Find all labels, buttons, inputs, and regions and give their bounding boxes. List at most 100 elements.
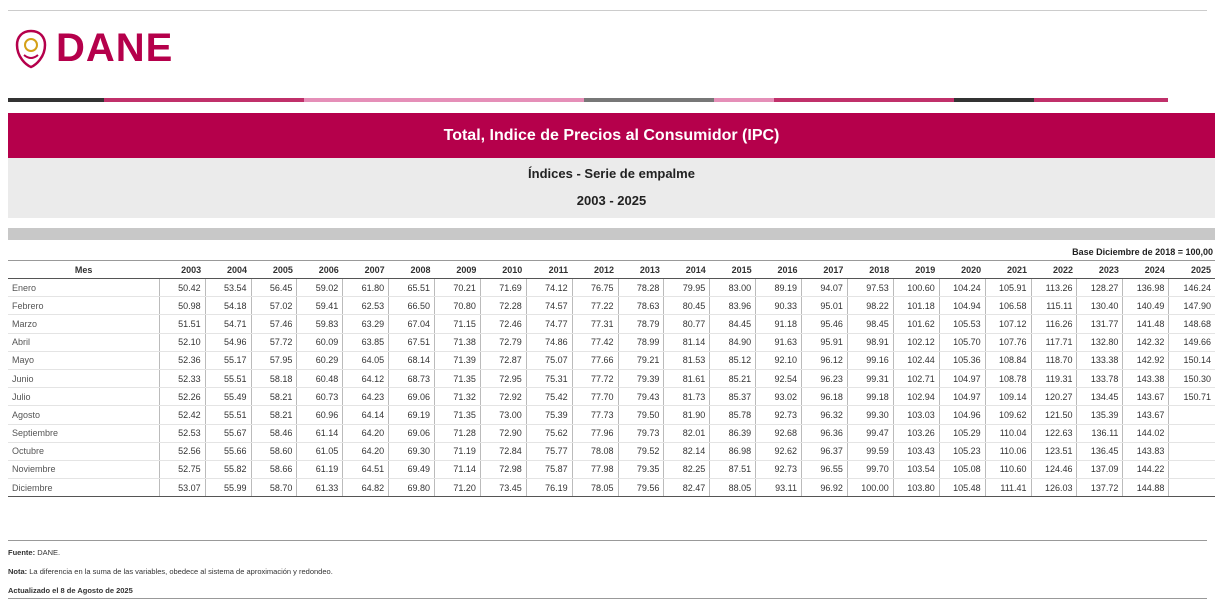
- value-cell: 118.70: [1030, 351, 1077, 370]
- value-cell: 134.45: [1076, 387, 1123, 407]
- value-cell: 59.83: [296, 314, 343, 334]
- value-cell: 70.21: [434, 278, 481, 298]
- value-cell: 72.98: [479, 460, 527, 480]
- column-header: 2011: [526, 260, 573, 279]
- value-cell: 72.84: [479, 442, 527, 461]
- value-cell: 52.33: [158, 369, 206, 389]
- value-cell: 62.53: [342, 296, 389, 316]
- value-cell: 72.92: [479, 387, 527, 407]
- value-cell: 53.54: [204, 278, 251, 298]
- value-cell: 149.66: [1168, 333, 1215, 352]
- value-cell: 96.18: [801, 387, 848, 407]
- column-header: 2021: [985, 260, 1032, 279]
- value-cell: 105.48: [938, 478, 986, 498]
- value-cell: 88.05: [709, 478, 756, 498]
- period: 2003 - 2025: [576, 193, 647, 208]
- value-cell: 74.57: [525, 296, 573, 316]
- value-cell: 136.11: [1076, 424, 1123, 443]
- value-cell: 57.02: [250, 296, 297, 316]
- value-cell: 105.08: [938, 460, 986, 480]
- value-cell: 81.14: [663, 333, 710, 352]
- value-cell: 99.70: [846, 460, 894, 480]
- value-cell: 84.45: [709, 314, 756, 334]
- value-cell: 95.01: [801, 296, 848, 316]
- value-cell: 142.92: [1122, 351, 1169, 370]
- value-cell: 92.73: [755, 405, 802, 425]
- source: Fuente: DANE.: [8, 548, 1207, 560]
- month-cell: Enero: [8, 278, 160, 298]
- value-cell: 51.51: [158, 314, 206, 334]
- value-cell: 136.45: [1076, 442, 1123, 461]
- month-cell: Julio: [8, 387, 160, 407]
- month-cell: Noviembre: [8, 460, 160, 480]
- value-cell: 124.46: [1030, 460, 1077, 480]
- value-cell: 90.33: [755, 296, 802, 316]
- value-cell: 84.90: [709, 333, 756, 352]
- column-header: 2012: [572, 260, 618, 279]
- value-cell: 78.28: [617, 278, 664, 298]
- month-cell: Agosto: [8, 405, 160, 425]
- value-cell: 141.48: [1122, 314, 1169, 334]
- table-row: Septiembre 52.53 55.67 58.46 61.14 64.20 69.06…: [8, 424, 1215, 443]
- value-cell: 92.62: [755, 442, 802, 461]
- title: Total, Indice de Precios al Consumidor (…: [443, 127, 780, 144]
- value-cell: 59.41: [296, 296, 343, 316]
- value-cell: 105.53: [938, 314, 986, 334]
- value-cell: 77.22: [571, 296, 618, 316]
- value-cell: 57.46: [250, 314, 297, 334]
- value-cell: 61.05: [296, 442, 343, 461]
- value-cell: 78.63: [617, 296, 664, 316]
- month-cell: Junio: [8, 369, 160, 389]
- value-cell: 71.19: [434, 442, 481, 461]
- value-cell: 143.67: [1122, 387, 1169, 407]
- value-cell: 96.36: [801, 424, 848, 443]
- value-cell: 54.18: [204, 296, 251, 316]
- column-header: 2003: [159, 260, 206, 279]
- value-cell: 53.07: [158, 478, 206, 498]
- value-cell: 79.43: [617, 387, 664, 407]
- value-cell: 123.51: [1030, 442, 1077, 461]
- value-cell: 122.63: [1030, 424, 1077, 443]
- value-cell: 52.10: [158, 333, 206, 352]
- value-cell: 55.99: [204, 478, 251, 498]
- value-cell: 72.46: [479, 314, 527, 334]
- value-cell: 71.15: [434, 314, 481, 334]
- value-cell: 143.38: [1122, 369, 1169, 389]
- base-note: Base Diciembre de 2018 = 100,00: [1072, 247, 1213, 257]
- value-cell: 69.06: [388, 387, 435, 407]
- value-cell: 72.90: [479, 424, 527, 443]
- subtitle: Índices - Serie de empalme: [528, 166, 695, 181]
- value-cell: 55.67: [204, 424, 251, 443]
- value-cell: 105.23: [938, 442, 986, 461]
- value-cell: 61.14: [296, 424, 343, 443]
- value-cell: 64.23: [342, 387, 389, 407]
- value-cell: 61.80: [342, 278, 389, 298]
- column-header: 2007: [342, 260, 389, 279]
- value-cell: [1168, 460, 1215, 480]
- value-cell: 148.68: [1168, 314, 1215, 334]
- value-cell: 105.70: [938, 333, 986, 352]
- value-cell: 99.18: [846, 387, 894, 407]
- value-cell: 140.49: [1122, 296, 1169, 316]
- value-cell: 55.66: [204, 442, 251, 461]
- value-cell: 59.02: [296, 278, 343, 298]
- table-row: Febrero 50.98 54.18 57.02 59.41 62.53 66.50 70.…: [8, 296, 1215, 316]
- value-cell: 60.09: [296, 333, 343, 352]
- column-header: 2017: [801, 260, 848, 279]
- value-cell: 57.95: [250, 351, 297, 370]
- table-row: Agosto 52.42 55.51 58.21 60.96 64.14 69.19 71.3…: [8, 405, 1215, 425]
- logo: DANE: [14, 26, 173, 71]
- grey-strip: [8, 228, 1215, 240]
- value-cell: 75.87: [525, 460, 573, 480]
- value-cell: 132.80: [1076, 333, 1123, 352]
- value-cell: 71.38: [434, 333, 481, 352]
- value-cell: 79.50: [617, 405, 664, 425]
- value-cell: 110.60: [984, 460, 1032, 480]
- column-header: Mes: [8, 260, 160, 279]
- value-cell: 83.00: [709, 278, 756, 298]
- value-cell: 110.04: [984, 424, 1032, 443]
- value-cell: 144.88: [1122, 478, 1169, 498]
- value-cell: 113.26: [1030, 278, 1077, 298]
- value-cell: 93.02: [755, 387, 802, 407]
- source-label: Fuente:: [8, 548, 36, 557]
